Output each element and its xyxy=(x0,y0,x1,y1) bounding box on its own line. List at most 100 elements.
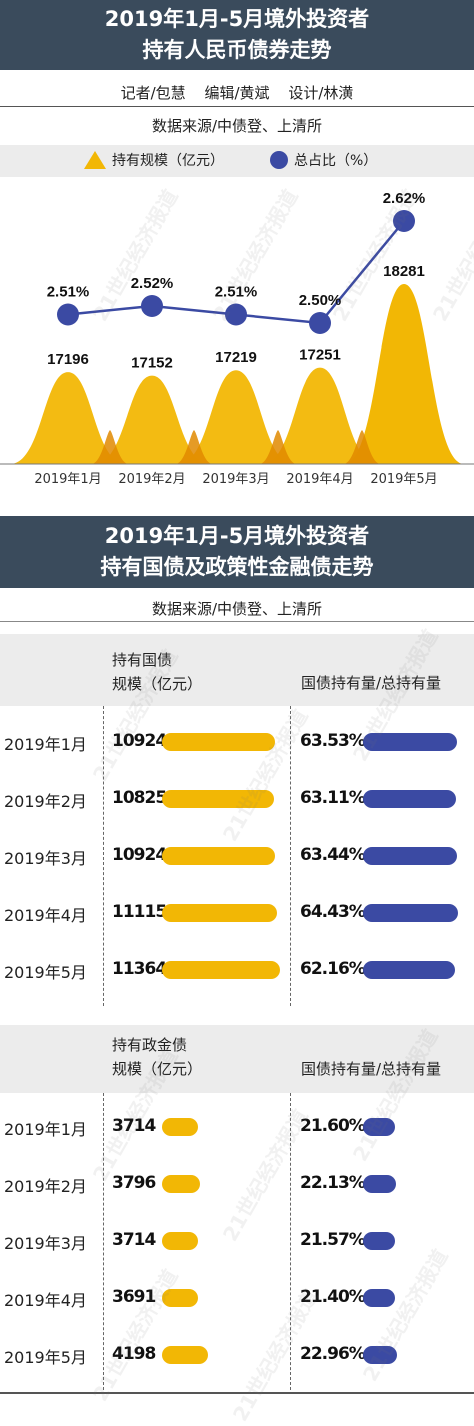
section-title-banner: 2019年1月-5月境外投资者 持有国债及政策性金融债走势 xyxy=(0,516,474,588)
row-month-label: 2019年3月 xyxy=(4,1234,87,1253)
policy-bond-panel: 持有政金债 规模（亿元） 国债持有量/总持有量 2019年1月 3714 21.60… xyxy=(0,1025,474,1390)
chart-title-banner: 2019年1月-5月境外投资者 持有人民币债券走势 xyxy=(0,0,474,70)
ratio-bar xyxy=(363,1175,396,1193)
ratio-point xyxy=(141,295,163,317)
credit-reporter: 记者/包慧 xyxy=(120,84,186,102)
ratio-point xyxy=(309,312,331,334)
ratio-bar xyxy=(363,847,457,865)
treasury-panel-header: 持有国债 规模（亿元） 国债持有量/总持有量 xyxy=(0,634,474,706)
credits: 记者/包慧 编辑/黄斌 设计/林潢 xyxy=(0,82,474,103)
row-ratio-value: 63.11% xyxy=(300,788,366,808)
section-title-line1: 2019年1月-5月境外投资者 xyxy=(104,524,370,548)
scale-bar xyxy=(162,790,274,808)
divider xyxy=(0,106,474,107)
chart-title-line1: 2019年1月-5月境外投资者 xyxy=(104,7,370,31)
treasury-header-ratio: 国债持有量/总持有量 xyxy=(301,674,442,692)
row-month-label: 2019年4月 xyxy=(4,1291,87,1310)
ratio-value-label: 2.52% xyxy=(131,275,174,292)
column-divider xyxy=(290,1093,291,1390)
holding-area-5 xyxy=(344,284,464,464)
row-ratio-value: 63.53% xyxy=(300,731,366,751)
scale-bar xyxy=(162,1289,198,1307)
area-overlap-1 xyxy=(92,430,128,464)
x-tick-label: 2019年4月 xyxy=(286,472,353,487)
column-divider xyxy=(103,706,104,1006)
policy-header-scale: 持有政金债 规模（亿元） xyxy=(112,1033,202,1081)
row-month-label: 2019年1月 xyxy=(4,735,87,754)
row-ratio-value: 64.43% xyxy=(300,902,366,922)
scale-bar xyxy=(162,847,275,865)
holding-value-label: 17219 xyxy=(215,349,257,366)
table-row: 2019年4月 11115 64.43% xyxy=(0,893,474,933)
bottom-rule xyxy=(0,1392,474,1394)
row-scale-value: 3714 xyxy=(112,1116,156,1136)
ratio-value-label: 2.51% xyxy=(47,284,90,301)
legend-item-scale: 持有规模（亿元） xyxy=(84,150,224,170)
holding-area-4 xyxy=(262,367,378,464)
row-month-label: 2019年5月 xyxy=(4,963,87,982)
policy-bond-panel-header: 持有政金债 规模（亿元） 国债持有量/总持有量 xyxy=(0,1025,474,1093)
area-overlap-4 xyxy=(344,430,380,464)
data-source: 数据来源/中债登、上清所 xyxy=(151,117,323,135)
holding-area-2 xyxy=(94,375,210,464)
holding-value-label: 17196 xyxy=(47,351,89,368)
scale-bar xyxy=(162,904,277,922)
ratio-bar xyxy=(363,1118,395,1136)
circle-icon xyxy=(270,151,288,169)
row-ratio-value: 21.57% xyxy=(300,1230,366,1250)
table-row: 2019年3月 10924 63.44% xyxy=(0,836,474,876)
row-month-label: 2019年2月 xyxy=(4,792,87,811)
table-row: 2019年1月 10924 63.53% xyxy=(0,722,474,762)
ratio-bar xyxy=(363,1289,395,1307)
treasury-header-scale-line1: 持有国债 xyxy=(112,651,173,669)
ratio-point xyxy=(57,303,79,326)
ratio-bar xyxy=(363,733,457,751)
holding-trend-chart: 17196 17152 17219 17251 18281 2019年1月 2019年2月 2… xyxy=(0,190,474,487)
x-tick-label: 2019年2月 xyxy=(118,472,185,487)
scale-bar xyxy=(162,733,275,751)
area-overlap-3 xyxy=(260,430,296,464)
chart-title-line2: 持有人民币债券走势 xyxy=(142,38,332,62)
ratio-value-label: 2.62% xyxy=(383,190,426,207)
credit-design: 设计/林潢 xyxy=(288,84,354,102)
x-tick-label: 2019年5月 xyxy=(370,472,437,487)
row-scale-value: 10825 xyxy=(112,788,167,808)
ratio-bar xyxy=(363,1346,397,1364)
policy-header-ratio: 国债持有量/总持有量 xyxy=(301,1060,442,1078)
row-scale-value: 3691 xyxy=(112,1287,156,1307)
table-row: 2019年5月 4198 22.96% xyxy=(0,1335,474,1375)
legend-label-scale: 持有规模（亿元） xyxy=(112,153,224,169)
legend-label-ratio: 总占比（%） xyxy=(294,153,378,169)
policy-header-scale-line2: 规模（亿元） xyxy=(112,1060,203,1078)
ratio-bar xyxy=(363,1232,395,1250)
row-month-label: 2019年3月 xyxy=(4,849,87,868)
row-scale-value: 11115 xyxy=(112,902,167,922)
x-tick-label: 2019年1月 xyxy=(34,472,101,487)
ratio-bar xyxy=(363,961,455,979)
credit-editor: 编辑/黄斌 xyxy=(204,84,270,102)
treasury-panel: 持有国债 规模（亿元） 国债持有量/总持有量 2019年1月 10924 63.53… xyxy=(0,634,474,1006)
table-row: 2019年5月 11364 62.16% xyxy=(0,950,474,990)
table-row: 2019年2月 3796 22.13% xyxy=(0,1164,474,1204)
table-row: 2019年2月 10825 63.11% xyxy=(0,779,474,819)
row-ratio-value: 22.96% xyxy=(300,1344,366,1364)
row-ratio-value: 22.13% xyxy=(300,1173,366,1193)
scale-bar xyxy=(162,961,280,979)
column-divider xyxy=(103,1093,104,1390)
ratio-value-label: 2.50% xyxy=(299,292,342,309)
scale-bar xyxy=(162,1346,208,1364)
row-scale-value: 3714 xyxy=(112,1230,156,1250)
row-ratio-value: 21.60% xyxy=(300,1116,366,1136)
ratio-bar xyxy=(363,904,459,922)
column-divider xyxy=(290,706,291,1006)
holding-value-label: 17152 xyxy=(131,355,173,372)
holding-area-3 xyxy=(178,370,294,464)
row-scale-value: 10924 xyxy=(112,731,167,751)
scale-bar xyxy=(162,1175,201,1193)
row-month-label: 2019年4月 xyxy=(4,906,87,925)
triangle-icon xyxy=(84,151,106,169)
divider-2 xyxy=(0,621,474,622)
row-ratio-value: 21.40% xyxy=(300,1287,366,1307)
ratio-point xyxy=(393,210,415,232)
table-row: 2019年4月 3691 21.40% xyxy=(0,1278,474,1318)
